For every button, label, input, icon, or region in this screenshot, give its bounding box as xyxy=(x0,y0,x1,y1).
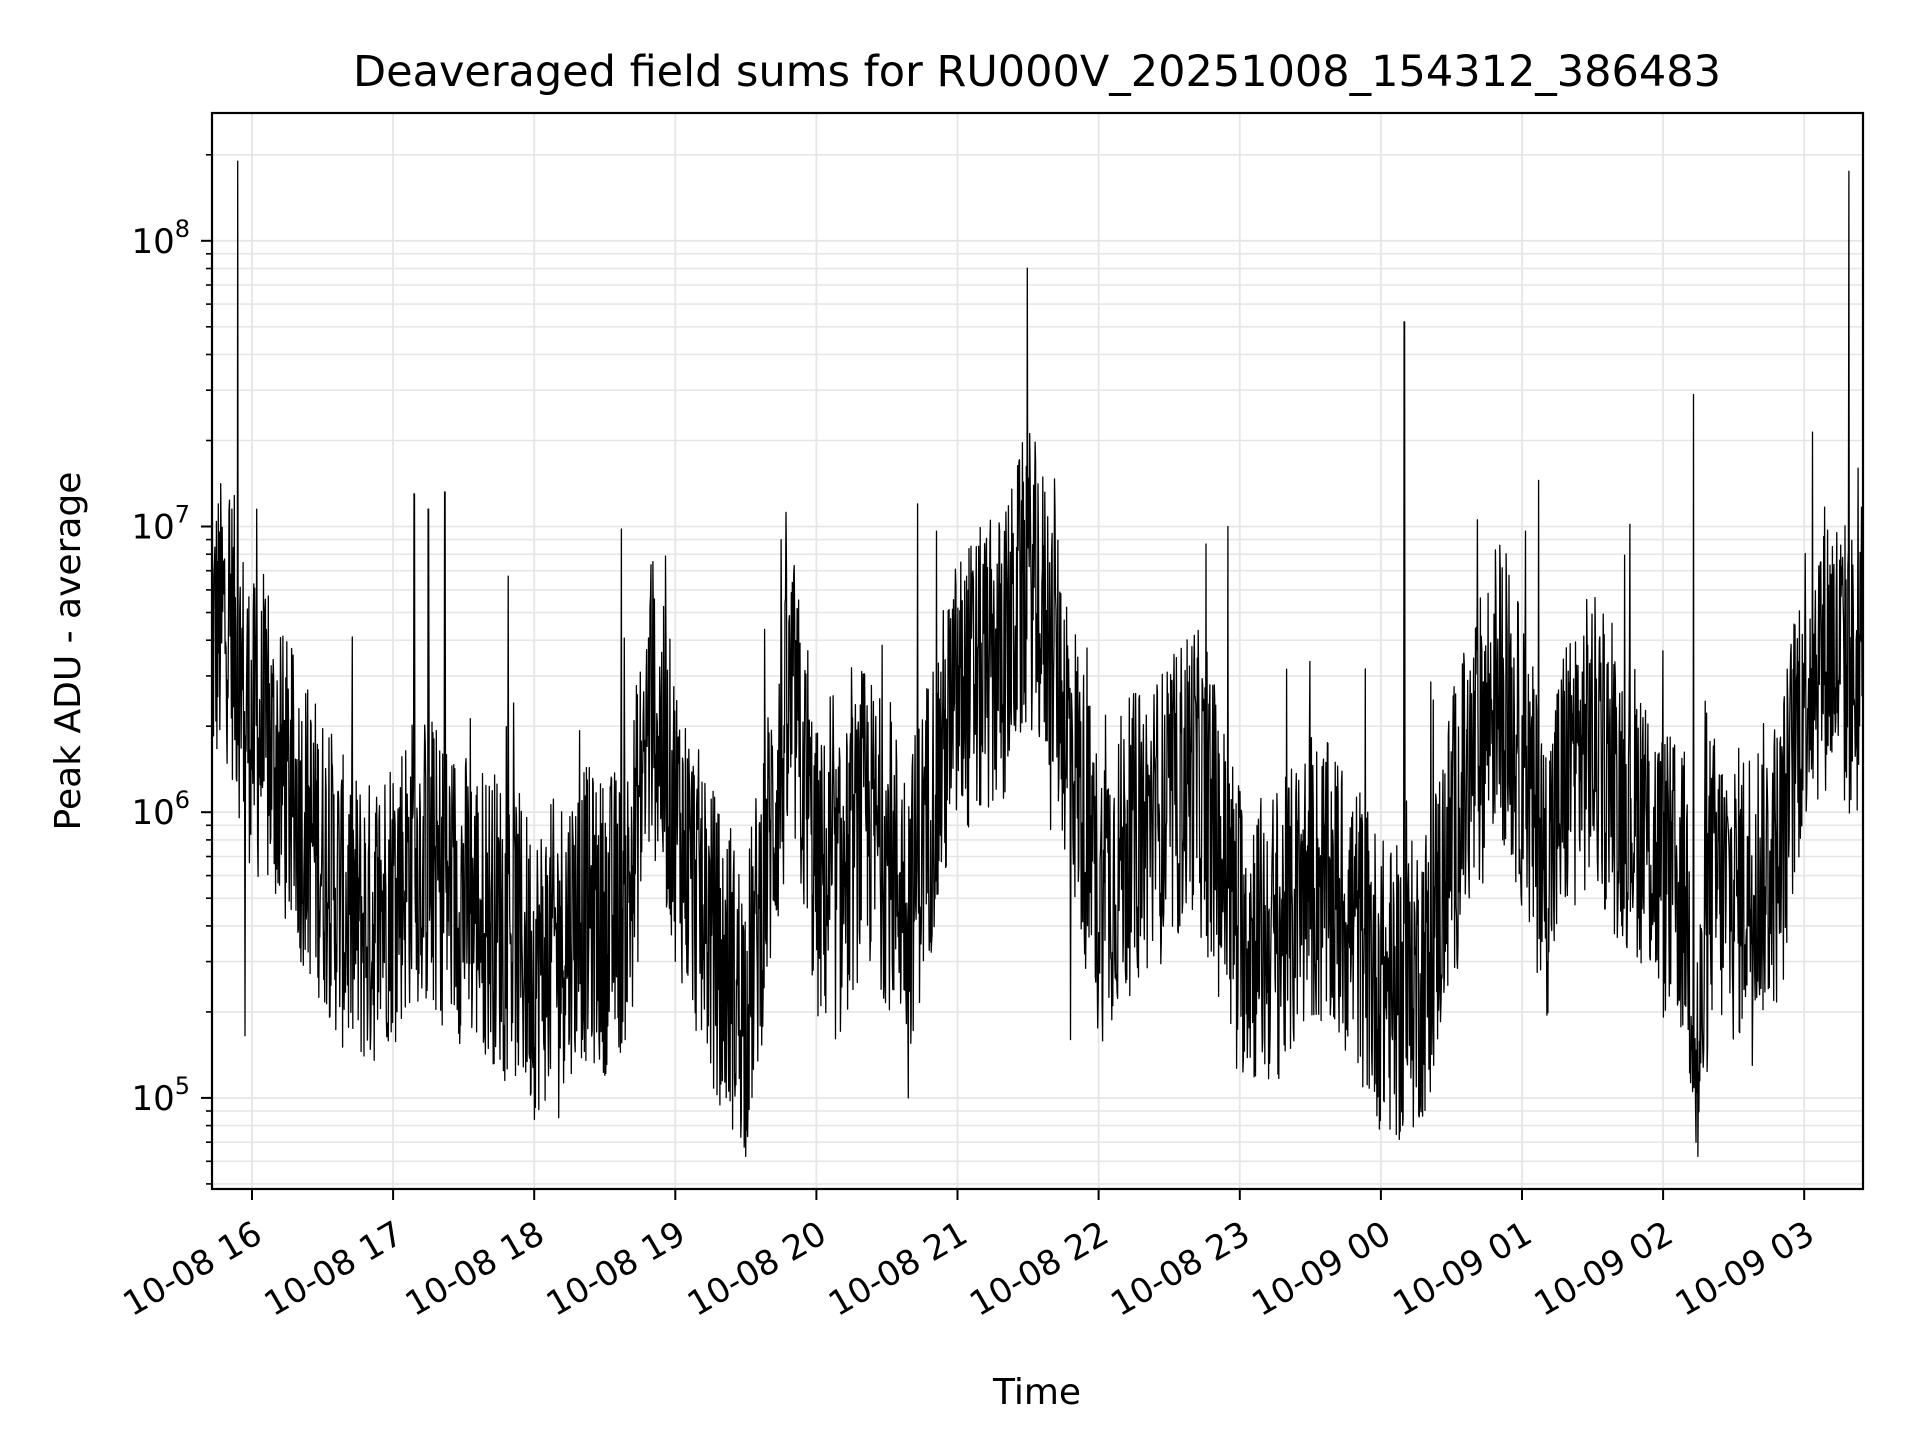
y-axis-label: Peak ADU - average xyxy=(48,472,89,831)
series-line xyxy=(211,160,1864,1158)
chart-title: Deaveraged field sums for RU000V_2025100… xyxy=(353,47,1721,97)
y-tick-label: 105 xyxy=(131,1072,190,1119)
y-tick-label-base: 10 xyxy=(131,793,174,833)
x-axis-label: Time xyxy=(992,1372,1081,1413)
data-series xyxy=(211,160,1864,1158)
y-tick-label-base: 10 xyxy=(131,508,174,548)
y-tick-label: 107 xyxy=(131,501,190,548)
y-tick-label-exponent: 8 xyxy=(175,215,190,243)
y-tick-label: 106 xyxy=(131,786,190,833)
y-tick-label-exponent: 7 xyxy=(175,501,190,529)
y-tick-label: 108 xyxy=(131,215,190,262)
y-tick-label-base: 10 xyxy=(131,1079,174,1119)
plot-frame xyxy=(210,111,1865,1191)
y-tick-label-exponent: 5 xyxy=(175,1072,190,1100)
y-tick-label-base: 10 xyxy=(131,222,174,262)
y-tick-label-exponent: 6 xyxy=(175,786,190,814)
